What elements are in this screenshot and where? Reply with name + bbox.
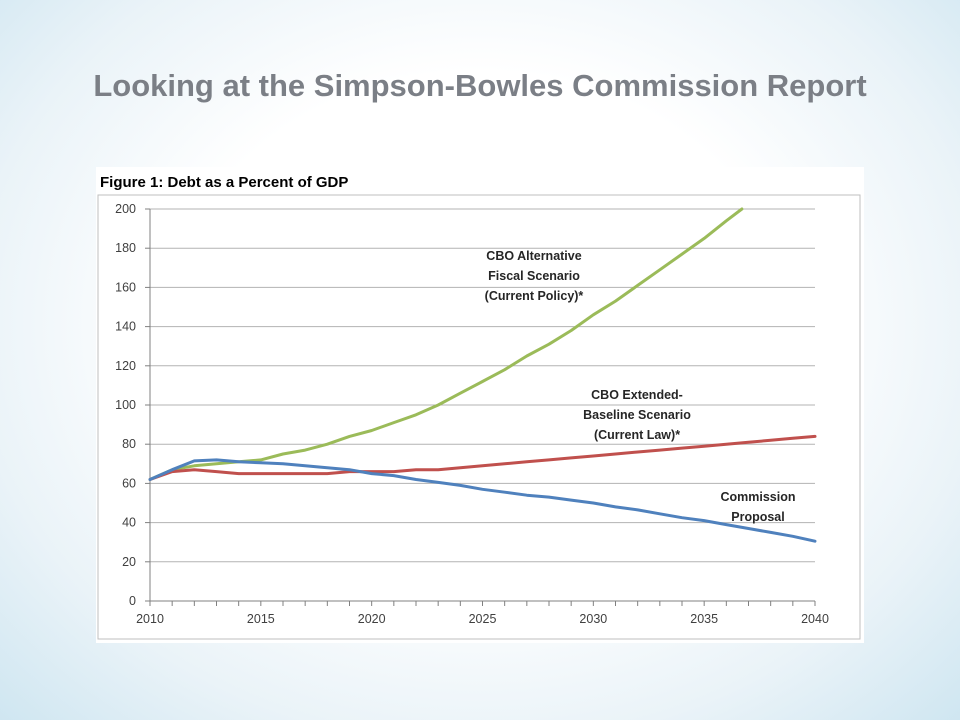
annotation-cbo-alternative-line: Fiscal Scenario [488, 269, 580, 283]
x-tick-label: 2030 [579, 612, 607, 626]
annotation-cbo-alternative-line: (Current Policy)* [485, 289, 584, 303]
x-tick-label: 2020 [358, 612, 386, 626]
figure-frame [97, 194, 861, 640]
slide-title: Looking at the Simpson-Bowles Commission… [93, 68, 867, 103]
y-tick-label: 160 [115, 280, 136, 294]
series-line-commission-proposal [148, 458, 817, 543]
x-tick-label: 2040 [801, 612, 829, 626]
y-tick-label: 140 [115, 320, 136, 334]
chart-title: Figure 1: Debt as a Percent of GDP [100, 174, 348, 191]
annotation-cbo-extended-baseline-line: Baseline Scenario [583, 408, 691, 422]
annotation-cbo-extended-baseline-line: (Current Law)* [594, 428, 680, 442]
y-tick-label: 0 [129, 594, 136, 608]
x-tick-label: 2010 [136, 612, 164, 626]
y-tick-label: 40 [122, 516, 136, 530]
x-tick-label: 2025 [469, 612, 497, 626]
y-tick-label: 80 [122, 437, 136, 451]
figure-panel: Figure 1: Debt as a Percent of GDP 0 20 40… [96, 167, 864, 643]
y-tick-label: 120 [115, 359, 136, 373]
annotation-commission-proposal-line: Commission [720, 490, 795, 504]
x-tick-label: 2035 [690, 612, 718, 626]
y-tick-label: 100 [115, 398, 136, 412]
x-tick-label: 2015 [247, 612, 275, 626]
series-line-cbo-extended-baseline [148, 434, 817, 481]
y-tick-label: 180 [115, 241, 136, 255]
y-tick-label: 60 [122, 476, 136, 490]
y-tick-label: 200 [115, 202, 136, 216]
y-tick-label: 20 [122, 555, 136, 569]
debt-gdp-line-chart: Figure 1: Debt as a Percent of GDP 02040… [97, 174, 861, 640]
annotation-commission-proposal-line: Proposal [731, 510, 785, 524]
annotation-cbo-alternative-line: CBO Alternative [486, 249, 581, 263]
annotation-cbo-extended-baseline-line: CBO Extended- [591, 388, 683, 402]
